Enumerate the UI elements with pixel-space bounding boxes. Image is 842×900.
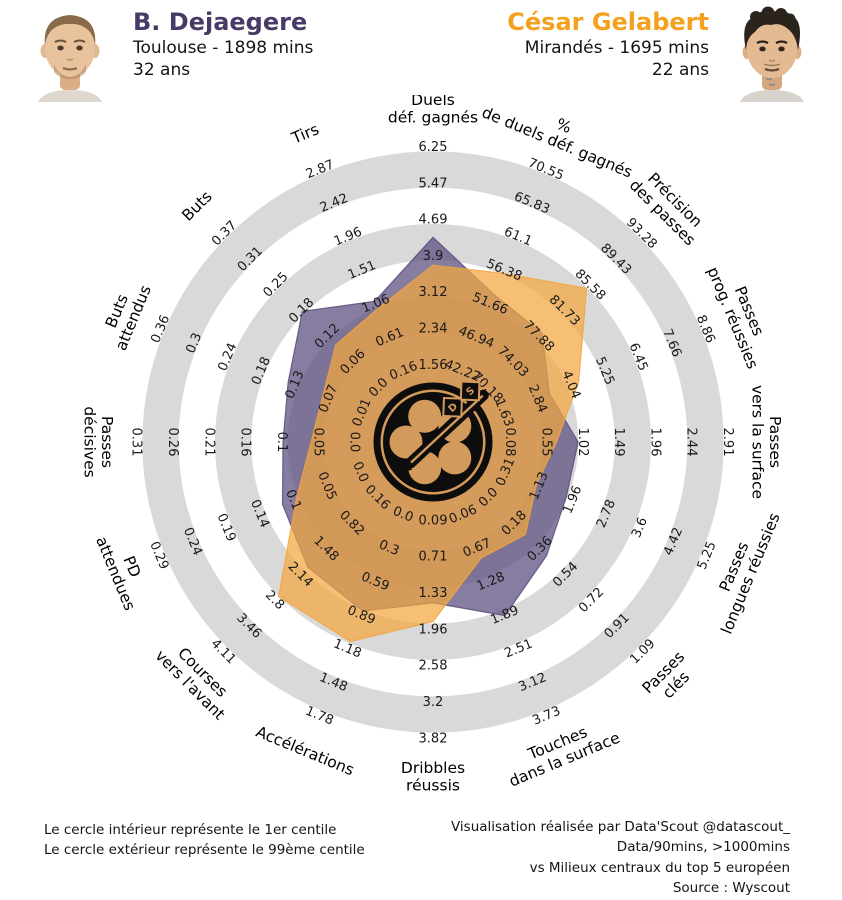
axis-tick-label: 0.21 — [201, 428, 216, 457]
axis-tick-label: 3.6 — [629, 515, 651, 540]
axis-tick-label: 0.1 — [274, 432, 289, 453]
credits-line3: vs Milieux centraux du top 5 européen — [529, 859, 790, 876]
axis-name-label: Touchesdans la surface — [500, 712, 623, 790]
player-text-gelabert: César Gelabert Mirandés - 1695 mins 22 a… — [507, 6, 709, 81]
dart-icon: DS — [399, 380, 489, 474]
player-photo-gelabert — [726, 6, 818, 102]
axis-tick-label: 0.05 — [310, 428, 325, 457]
credits-line1: Visualisation réalisée par Data'Scout @d… — [450, 819, 790, 835]
radar-chart: 1.562.343.123.94.695.476.2542.2246.9451.… — [80, 95, 784, 795]
axis-name-label: Dribbles réussis — [401, 759, 465, 795]
axis-tick-label: 3.9 — [423, 249, 444, 264]
axis-tick-label: 3.12 — [419, 285, 448, 300]
player-club-minutes-gelabert: Mirandés - 1695 mins — [524, 37, 709, 58]
axis-name-label: Buts — [178, 187, 215, 224]
axis-name-label: Passeslongues réussies — [701, 504, 784, 637]
axis-name-label: Duels déf. gagnés — [388, 95, 478, 127]
axis-tick-label: 0.26 — [165, 428, 180, 457]
axis-tick-label: 1.49 — [611, 428, 626, 457]
credits-line4: Source : Wyscout — [672, 879, 790, 896]
axis-tick-label: 1.02 — [575, 428, 590, 457]
axis-tick-label: 2.44 — [684, 428, 699, 457]
player-text-dejaegere: B. Dejaegere Toulouse - 1898 mins 32 ans — [133, 6, 313, 81]
axis-tick-label: 5.47 — [419, 176, 448, 191]
axis-tick-label: 3.2 — [423, 695, 444, 710]
axis-tick-label: 0.71 — [419, 550, 448, 565]
axis-tick-label: 0.0 — [347, 432, 362, 453]
axis-tick-label: 1.33 — [419, 586, 448, 601]
player-age-dejaegere: 32 ans — [133, 59, 191, 80]
centile-legend: Le cercle intérieur représente le 1er ce… — [44, 820, 365, 861]
axis-name-label: Butsattendus — [95, 276, 154, 353]
axis-tick-label: 6.25 — [419, 140, 448, 155]
credits-line2: Data/90mins, >1000mins — [616, 839, 790, 856]
player-header-dejaegere: B. Dejaegere Toulouse - 1898 mins 32 ans — [24, 6, 313, 102]
player-club-minutes-dejaegere: Toulouse - 1898 mins — [133, 37, 314, 58]
player-header-gelabert: César Gelabert Mirandés - 1695 mins 22 a… — [507, 6, 818, 102]
percentile-ring-band — [142, 151, 724, 733]
axis-tick-label: 4.69 — [419, 213, 448, 228]
axis-tick-label: 0.16 — [238, 428, 253, 457]
axis-name-label: Passesvers la surface — [748, 385, 784, 499]
axis-name-label: PDattendues — [92, 527, 155, 613]
axis-tick-label: 0.31 — [129, 428, 144, 457]
axis-tick-label: 0.08 — [502, 428, 517, 457]
axis-tick-label: 0.09 — [419, 513, 448, 528]
axis-tick-label: 0.0 — [349, 460, 371, 485]
player-age-gelabert: 22 ans — [651, 59, 709, 80]
player-photo-dejaegere — [24, 6, 116, 102]
axis-tick-label: 2.58 — [419, 659, 448, 674]
axis-tick-label: 1.56 — [419, 358, 448, 373]
axis-name-label: Accélérations — [253, 723, 356, 780]
player-name-gelabert: César Gelabert — [507, 8, 709, 36]
axis-tick-label: 0.3 — [377, 537, 402, 559]
centile-legend-line2: Le cercle extérieur représente le 99ème … — [44, 842, 365, 859]
axis-tick-label: 0.3 — [183, 331, 205, 356]
axis-tick-label: 0.1 — [282, 487, 304, 512]
axis-tick-label: 1.96 — [419, 622, 448, 637]
player-name-dejaegere: B. Dejaegere — [133, 8, 308, 36]
axis-tick-label: 2.91 — [720, 428, 735, 457]
axis-tick-label: 1.96 — [647, 428, 662, 457]
axis-tick-label: 0.0 — [390, 504, 415, 526]
centile-legend-line1: Le cercle intérieur représente le 1er ce… — [44, 822, 337, 838]
axis-name-label: Passesdécisives — [80, 406, 116, 477]
datascout-ball-dart-icon: DS — [373, 380, 493, 502]
axis-name-label: Passesprog. réussies — [704, 258, 779, 372]
credits: Visualisation réalisée par Data'Scout @d… — [451, 817, 790, 898]
axis-tick-label: 3.82 — [419, 731, 448, 746]
axis-name-label: Tirs — [288, 120, 321, 148]
axis-tick-label: 0.55 — [538, 428, 553, 457]
axis-tick-label: 2.34 — [419, 322, 448, 337]
